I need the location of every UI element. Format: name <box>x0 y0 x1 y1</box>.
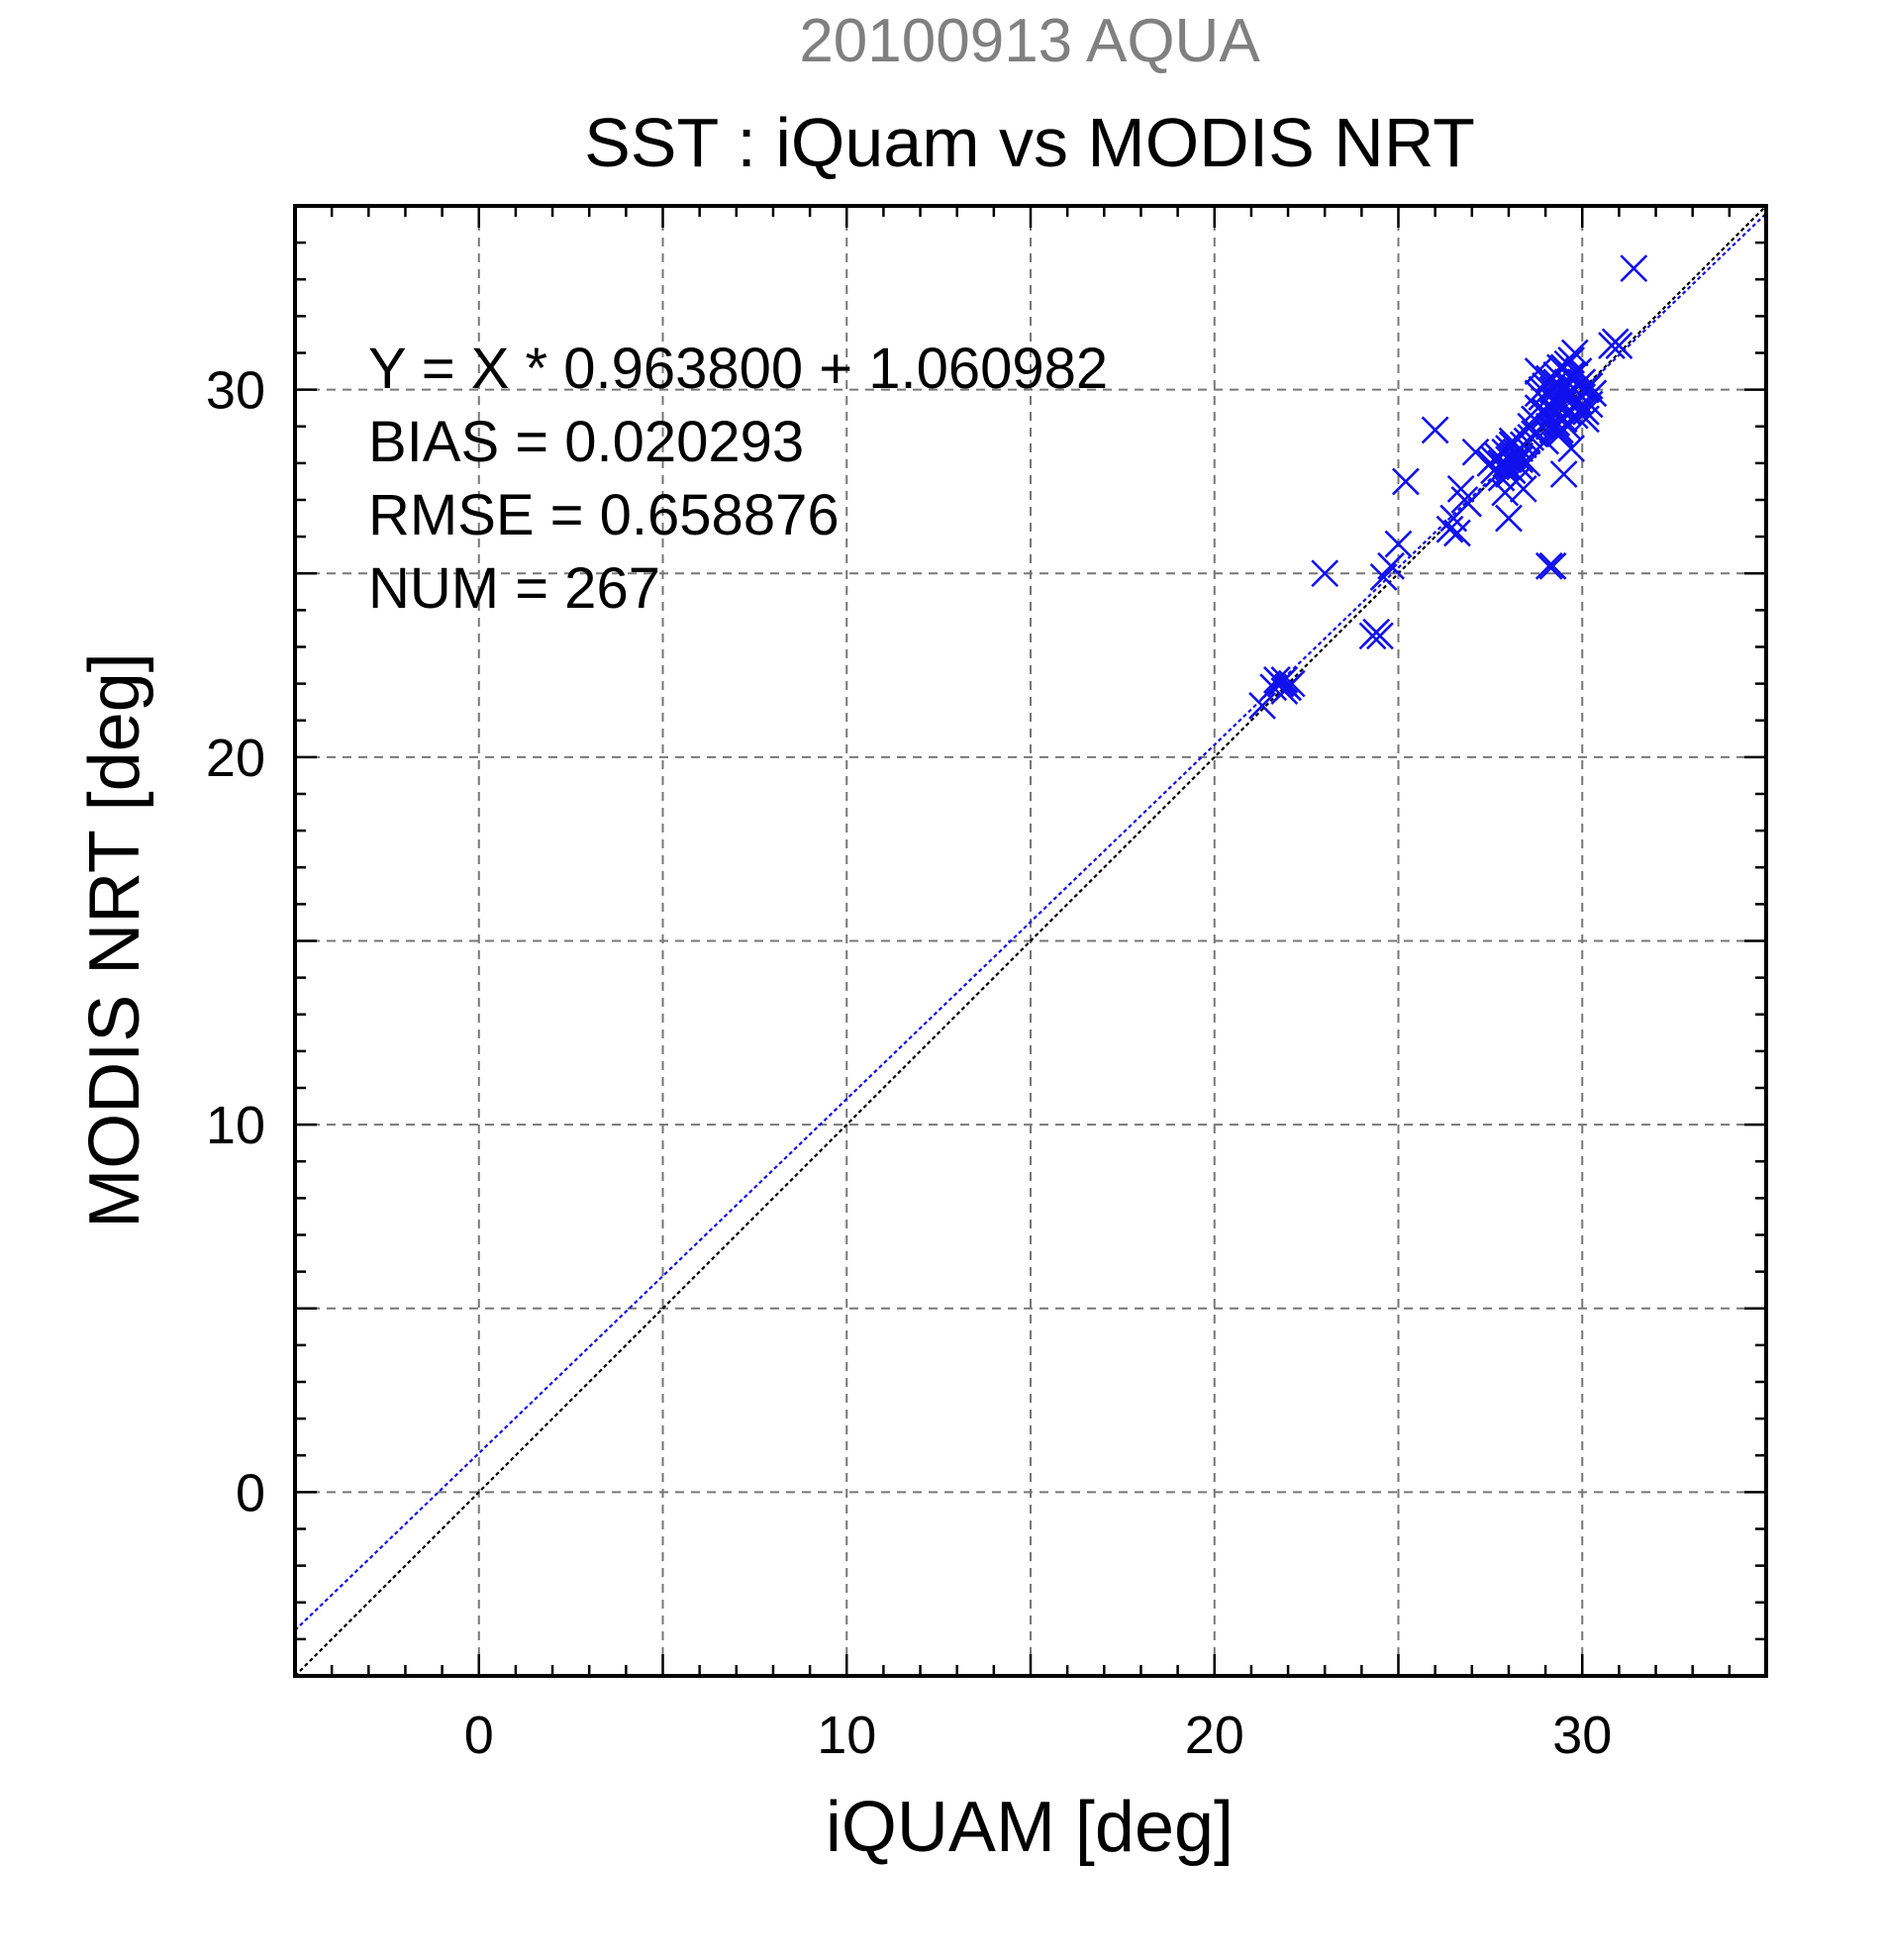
stat-annotation: Y = X * 0.963800 + 1.060982 <box>368 337 1108 401</box>
fit-statistics: Y = X * 0.963800 + 1.060982 BIAS = 0.0202… <box>368 337 1108 621</box>
data-point <box>1495 504 1523 533</box>
x-tick-label: 0 <box>464 1706 494 1765</box>
data-point <box>1311 559 1339 588</box>
data-point <box>1392 467 1420 496</box>
y-tick-label: 10 <box>206 1096 265 1155</box>
y-tick-label: 0 <box>236 1463 265 1522</box>
y-axis-label: MODIS NRT [deg] <box>75 652 154 1228</box>
stat-annotation: BIAS = 0.020293 <box>368 410 804 474</box>
stat-annotation: NUM = 267 <box>368 556 660 621</box>
data-point <box>1270 665 1299 694</box>
data-point <box>1366 622 1394 650</box>
x-tick-label: 20 <box>1185 1706 1244 1765</box>
data-point <box>1579 379 1608 408</box>
data-point <box>1549 460 1578 488</box>
x-tick-label: 10 <box>817 1706 876 1765</box>
x-tick-label: 30 <box>1552 1706 1612 1765</box>
data-point <box>1524 379 1552 408</box>
data-point <box>1546 416 1574 444</box>
chart-title: SST : iQuam vs MODIS NRT <box>584 104 1475 181</box>
tick-labels: 0 10 20 30 0 10 20 30 <box>206 361 1612 1765</box>
data-point <box>1498 427 1527 455</box>
data-point <box>1377 551 1405 580</box>
data-point <box>1436 515 1464 543</box>
data-point <box>1549 353 1578 382</box>
x-axis-label: iQUAM [deg] <box>826 1788 1234 1867</box>
data-point <box>1506 441 1534 470</box>
data-point <box>1509 474 1537 503</box>
data-point <box>1274 673 1302 702</box>
data-point <box>1534 551 1563 580</box>
data-point <box>1446 474 1475 503</box>
data-point <box>1532 397 1560 426</box>
data-point <box>1443 519 1471 547</box>
plot-frame <box>293 204 1768 1678</box>
data-point <box>1620 254 1648 283</box>
data-point <box>1454 489 1482 518</box>
data-point <box>1605 332 1634 359</box>
regression-fit-line <box>294 212 1767 1631</box>
data-point <box>1421 416 1449 444</box>
data-points <box>1248 254 1648 720</box>
stat-annotation: RMSE = 0.658876 <box>368 483 840 547</box>
grid-lines <box>295 206 1766 1676</box>
data-point <box>1538 551 1567 580</box>
chart-suptitle: 20100913 AQUA <box>799 7 1260 75</box>
y-tick-label: 20 <box>206 729 265 788</box>
data-point <box>1557 435 1586 462</box>
data-point <box>1248 691 1276 720</box>
data-point <box>1572 397 1600 426</box>
data-point <box>1575 390 1604 419</box>
y-tick-label: 30 <box>206 361 265 421</box>
data-point <box>1549 405 1578 434</box>
data-point <box>1384 530 1413 558</box>
